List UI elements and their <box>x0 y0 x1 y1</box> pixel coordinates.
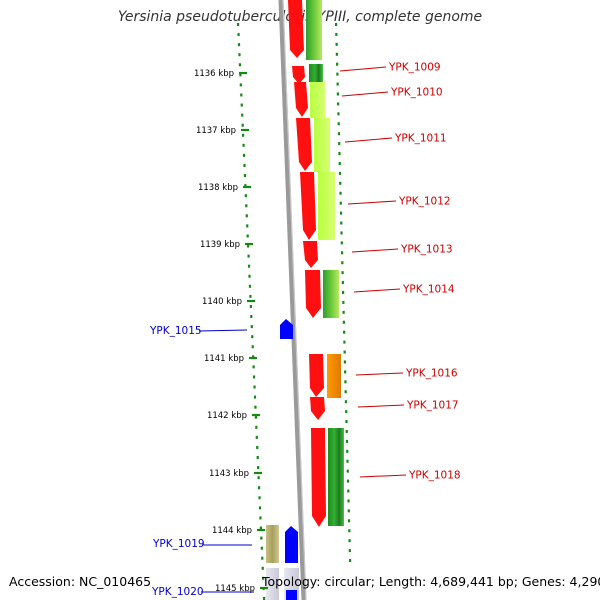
right-gene-labels: YPK_1009 YPK_1010 YPK_1011 YPK_1012 YPK_1013… <box>339 62 461 482</box>
tick-label: 1145 kbp <box>215 584 255 594</box>
gene-label-leader <box>355 372 404 376</box>
ruler-ticks: 1136 kbp 1137 kbp 1138 kbp 1139 kbp 1140 kbp… <box>194 69 268 594</box>
gene-arrow-1012 <box>300 172 316 240</box>
feature-block <box>306 0 322 60</box>
gene-label[interactable]: YPK_1014 <box>402 284 455 296</box>
gene-arrow-1019 <box>285 526 298 563</box>
gene-label[interactable]: YPK_1019 <box>152 538 205 550</box>
tick-label: 1142 kbp <box>207 411 247 421</box>
tick-label: 1138 kbp <box>198 183 238 193</box>
gene-arrow-1009 <box>288 0 304 58</box>
gene-label[interactable]: YPK_1017 <box>406 400 459 412</box>
backbone-curve <box>278 0 307 600</box>
gene-label[interactable]: YPK_1012 <box>398 196 451 208</box>
feature-block <box>266 525 279 563</box>
gene-arrow-1016 <box>309 354 324 397</box>
feature-block <box>318 172 335 240</box>
feature-block <box>310 82 325 118</box>
feature-block <box>323 270 339 318</box>
gene-arrow-1010 <box>294 82 308 117</box>
tick-label: 1144 kbp <box>212 526 252 536</box>
tick-label: 1140 kbp <box>202 297 242 307</box>
tick-label: 1141 kbp <box>204 354 244 364</box>
topology-text: Topology: circular; Length: 4,689,441 bp… <box>262 574 600 589</box>
tick-label: 1137 kbp <box>196 126 236 136</box>
ruler-dotted-line <box>237 23 266 600</box>
gene-arrow-1014 <box>305 270 321 318</box>
gene-arrow-1009b <box>292 66 305 84</box>
gene-label[interactable]: YPK_1009 <box>388 62 441 74</box>
gene-arrow-1011 <box>296 118 312 171</box>
feature-block <box>266 568 279 600</box>
gene-arrow-1015 <box>280 319 293 339</box>
backbone-highlight <box>282 0 307 600</box>
tick-label: 1143 kbp <box>209 469 249 479</box>
gene-label-leader <box>359 474 407 478</box>
gene-label[interactable]: YPK_1013 <box>400 244 453 256</box>
gene-label-leader <box>357 404 405 408</box>
feature-block <box>327 354 341 398</box>
tick-label: 1139 kbp <box>200 240 240 250</box>
gene-arrow-1018 <box>311 428 326 527</box>
feature-block <box>314 118 330 172</box>
gene-arrow-1020 <box>286 590 297 600</box>
feature-dotted-line <box>335 23 352 562</box>
gene-label-leader <box>351 248 399 253</box>
tick-label: 1136 kbp <box>194 69 234 79</box>
feature-block <box>328 428 344 526</box>
gene-label-leader <box>198 329 248 332</box>
gene-label-leader <box>344 137 393 143</box>
gene-label[interactable]: YPK_1018 <box>408 470 461 482</box>
gene-label[interactable]: YPK_1016 <box>405 368 458 380</box>
gene-label[interactable]: YPK_1011 <box>394 133 447 145</box>
gene-label[interactable]: YPK_1020 <box>151 586 204 598</box>
gene-arrow-1013 <box>303 241 318 268</box>
gene-label[interactable]: YPK_1015 <box>149 325 202 337</box>
reverse-gene-features <box>266 319 299 600</box>
feature-block <box>309 64 323 82</box>
left-gene-labels: YPK_1015 YPK_1019 YPK_1020 <box>149 325 254 598</box>
forward-gene-features <box>288 0 326 527</box>
right-feature-ring <box>306 0 344 526</box>
gene-label-leader <box>339 66 387 72</box>
accession-text: Accession: NC_010465 <box>9 574 152 589</box>
gene-label-leader <box>353 288 401 293</box>
dotted-guides <box>237 23 352 600</box>
gene-label[interactable]: YPK_1010 <box>390 87 443 99</box>
gene-label-leader <box>341 91 389 97</box>
gene-arrow-1017 <box>310 397 325 420</box>
gene-label-leader <box>347 200 397 205</box>
